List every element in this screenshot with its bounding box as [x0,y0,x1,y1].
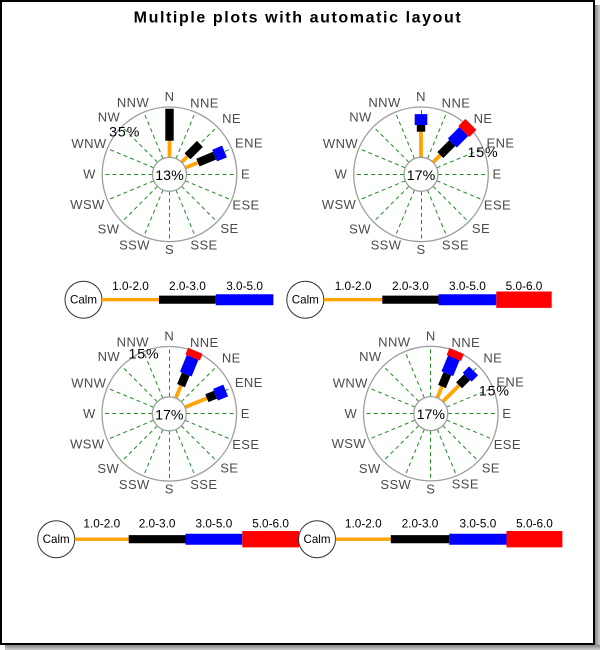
svg-text:SSW: SSW [371,238,402,253]
svg-text:ESE: ESE [484,198,511,213]
svg-text:3.0-5.0: 3.0-5.0 [226,279,263,293]
svg-text:5.0-6.0: 5.0-6.0 [252,516,289,530]
svg-text:NNW: NNW [117,95,150,110]
svg-text:1.0-2.0: 1.0-2.0 [112,279,149,293]
svg-text:NE: NE [483,350,502,365]
svg-text:15%: 15% [467,145,498,161]
svg-text:E: E [241,167,250,182]
svg-text:1.0-2.0: 1.0-2.0 [335,279,372,293]
svg-text:NNW: NNW [368,95,401,110]
svg-text:Calm: Calm [70,294,97,307]
svg-text:ESE: ESE [232,198,259,213]
svg-text:SW: SW [98,222,120,237]
svg-text:WSW: WSW [70,436,105,451]
svg-text:1.0-2.0: 1.0-2.0 [83,516,120,530]
svg-text:WSW: WSW [322,197,357,212]
svg-text:SSW: SSW [380,477,411,492]
svg-text:E: E [502,406,511,421]
svg-text:SE: SE [220,221,238,236]
svg-text:S: S [165,482,174,497]
svg-text:5.0-6.0: 5.0-6.0 [506,279,543,293]
svg-text:SSE: SSE [452,477,479,492]
svg-text:N: N [416,89,426,104]
svg-text:W: W [83,167,96,182]
svg-text:S: S [416,242,425,257]
svg-text:W: W [344,406,357,421]
svg-text:WNW: WNW [71,136,106,151]
svg-text:1.0-2.0: 1.0-2.0 [345,516,382,530]
svg-text:NNW: NNW [117,335,150,350]
svg-text:NE: NE [474,111,493,126]
svg-text:ENE: ENE [235,375,263,390]
svg-text:WNW: WNW [323,136,358,151]
svg-text:2.0-3.0: 2.0-3.0 [139,516,176,530]
svg-text:Calm: Calm [43,533,70,546]
svg-text:W: W [83,406,96,421]
svg-text:SSW: SSW [119,238,150,253]
svg-text:NW: NW [359,349,382,364]
svg-text:2.0-3.0: 2.0-3.0 [169,279,206,293]
svg-text:ESE: ESE [232,437,259,452]
svg-text:Multiple plots with automatic: Multiple plots with automatic layout [134,10,463,27]
svg-text:ENE: ENE [487,135,515,150]
svg-text:5.0-6.0: 5.0-6.0 [516,516,553,530]
svg-text:Calm: Calm [292,294,319,307]
svg-text:NNE: NNE [190,335,219,350]
svg-text:3.0-5.0: 3.0-5.0 [460,516,497,530]
svg-text:NNW: NNW [378,334,411,349]
svg-text:E: E [241,406,250,421]
svg-text:15%: 15% [128,346,159,362]
svg-text:SE: SE [472,221,490,236]
svg-text:NW: NW [98,110,121,125]
svg-text:NNE: NNE [442,96,471,111]
svg-text:SW: SW [349,222,371,237]
svg-text:SE: SE [220,461,238,476]
svg-text:NNE: NNE [451,335,480,350]
svg-text:SSW: SSW [119,477,150,492]
svg-text:ESE: ESE [494,437,521,452]
svg-text:17%: 17% [155,407,184,423]
svg-text:NW: NW [98,349,121,364]
svg-text:2.0-3.0: 2.0-3.0 [392,279,429,293]
svg-text:W: W [335,167,348,182]
svg-text:NE: NE [222,351,241,366]
svg-text:3.0-5.0: 3.0-5.0 [449,279,486,293]
svg-text:WSW: WSW [332,436,367,451]
svg-text:S: S [165,242,174,257]
svg-text:WSW: WSW [70,197,105,212]
svg-text:SSE: SSE [190,477,217,492]
svg-text:WNW: WNW [333,375,368,390]
svg-text:17%: 17% [417,407,446,423]
svg-text:WNW: WNW [71,376,106,391]
svg-text:N: N [426,328,436,343]
svg-text:NNE: NNE [190,96,219,111]
svg-text:E: E [492,167,501,182]
svg-text:2.0-3.0: 2.0-3.0 [402,516,439,530]
svg-text:17%: 17% [407,168,436,184]
svg-text:SW: SW [97,461,119,476]
svg-text:ENE: ENE [235,135,263,150]
svg-text:SSE: SSE [442,237,469,252]
svg-text:15%: 15% [479,383,510,399]
svg-text:NW: NW [349,110,372,125]
svg-text:35%: 35% [109,124,140,140]
svg-text:Calm: Calm [303,533,330,546]
svg-text:NE: NE [222,111,241,126]
svg-text:N: N [164,329,174,344]
svg-text:S: S [426,481,435,496]
svg-text:13%: 13% [155,168,184,184]
svg-text:SE: SE [482,460,500,475]
svg-text:SSE: SSE [190,237,217,252]
svg-text:3.0-5.0: 3.0-5.0 [196,516,233,530]
svg-text:SW: SW [359,461,381,476]
svg-text:N: N [165,89,175,104]
svg-text:ENE: ENE [496,375,524,390]
